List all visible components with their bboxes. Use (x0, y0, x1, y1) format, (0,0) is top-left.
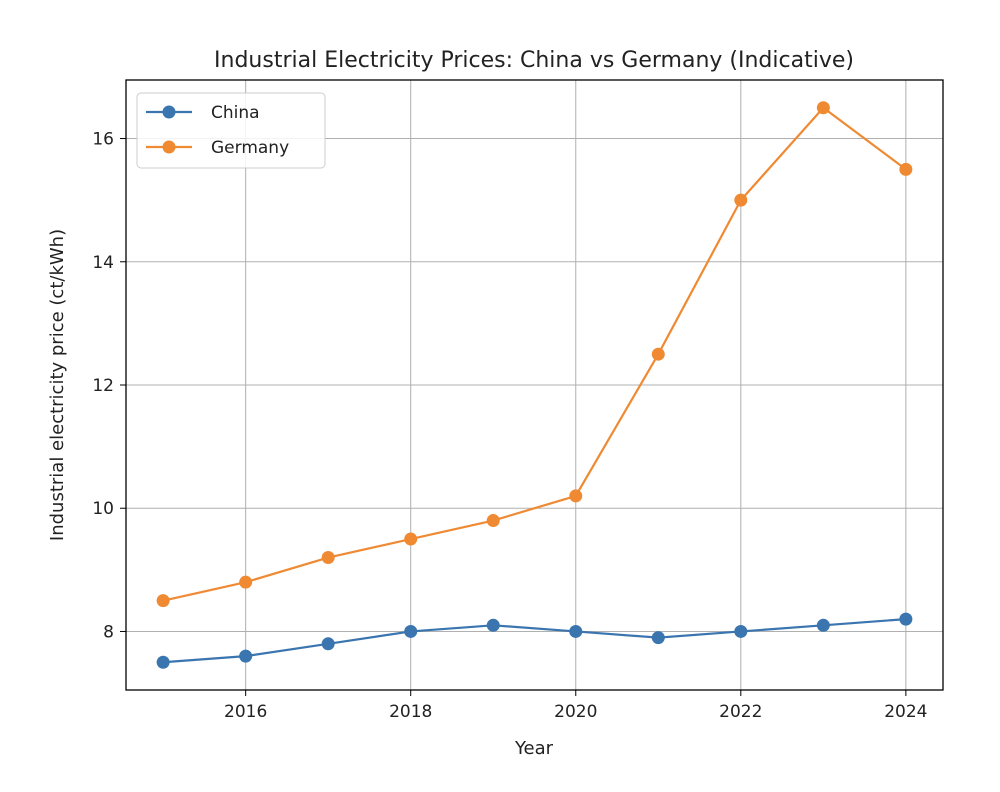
y-tick-label: 8 (103, 622, 114, 642)
data-point-china (651, 631, 665, 645)
legend-label-germany: Germany (211, 138, 289, 158)
chart-title: Industrial Electricity Prices: China vs … (214, 48, 854, 73)
data-point-china (239, 649, 253, 663)
x-tick-label: 2022 (719, 702, 762, 722)
series-group (156, 101, 913, 669)
legend-marker-germany (162, 140, 176, 154)
data-point-germany (816, 101, 830, 115)
data-point-germany (486, 514, 500, 528)
data-point-germany (321, 551, 335, 565)
data-point-china (899, 612, 913, 626)
data-point-china (404, 624, 418, 638)
data-point-germany (156, 594, 170, 608)
data-point-germany (404, 532, 418, 546)
y-axis-label: Industrial electricity price (ct/kWh) (47, 229, 68, 541)
x-tick-label: 2018 (389, 702, 432, 722)
data-point-germany (569, 489, 583, 503)
x-tick-label: 2020 (554, 702, 597, 722)
x-tick-label: 2024 (884, 702, 927, 722)
series-line-china (163, 618, 906, 664)
data-point-china (734, 624, 748, 638)
series-line-germany (162, 106, 907, 602)
x-axis-label: Year (514, 738, 554, 759)
y-tick-label: 14 (92, 253, 114, 273)
y-tick-label: 16 (92, 130, 114, 150)
data-point-china (816, 618, 830, 632)
data-point-china (321, 637, 335, 651)
data-point-china (569, 624, 583, 638)
data-point-germany (734, 193, 748, 207)
data-point-germany (651, 347, 665, 361)
x-tick-label: 2016 (224, 702, 267, 722)
data-point-china (156, 655, 170, 669)
y-tick-label: 10 (92, 499, 114, 519)
grid (126, 80, 943, 690)
ticks: 2016 2018 2020 2022 2024 8 10 12 14 16 (92, 130, 927, 722)
y-tick-label: 12 (92, 376, 114, 396)
data-point-germany (899, 162, 913, 176)
data-point-china (486, 618, 500, 632)
legend-label-china: China (211, 103, 260, 123)
legend: China Germany (136, 92, 326, 169)
legend-marker-china (162, 105, 176, 119)
data-point-germany (239, 575, 253, 589)
